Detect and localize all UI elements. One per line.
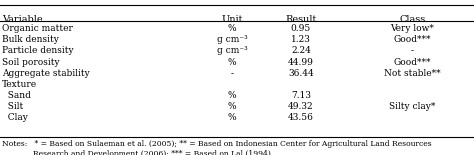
Text: Organic matter: Organic matter	[2, 24, 73, 33]
Text: Clay: Clay	[2, 113, 28, 122]
Text: Silty clay*: Silty clay*	[389, 102, 436, 111]
Text: Good***: Good***	[393, 58, 431, 66]
Text: Research and Development (2006); *** = Based on Lal (1994): Research and Development (2006); *** = B…	[2, 150, 271, 155]
Text: Notes:   * = Based on Sulaeman et al. (2005); ** = Based on Indonesian Center fo: Notes: * = Based on Sulaeman et al. (200…	[2, 140, 432, 148]
Text: Result: Result	[285, 16, 317, 24]
Text: Good***: Good***	[393, 35, 431, 44]
Text: Sand: Sand	[2, 91, 31, 100]
Text: Soil porosity: Soil porosity	[2, 58, 60, 66]
Text: Silt: Silt	[2, 102, 24, 111]
Text: %: %	[228, 58, 237, 66]
Text: -: -	[411, 46, 414, 55]
Text: 7.13: 7.13	[291, 91, 311, 100]
Text: %: %	[228, 102, 237, 111]
Text: %: %	[228, 91, 237, 100]
Text: 36.44: 36.44	[288, 69, 314, 78]
Text: Unit: Unit	[221, 16, 243, 24]
Text: Class: Class	[399, 16, 426, 24]
Text: %: %	[228, 113, 237, 122]
Text: %: %	[228, 24, 237, 33]
Text: 43.56: 43.56	[288, 113, 314, 122]
Text: 49.32: 49.32	[288, 102, 314, 111]
Text: Aggregate stability: Aggregate stability	[2, 69, 90, 78]
Text: Bulk density: Bulk density	[2, 35, 59, 44]
Text: 44.99: 44.99	[288, 58, 314, 66]
Text: Particle density: Particle density	[2, 46, 74, 55]
Text: Variable: Variable	[2, 16, 43, 24]
Text: Very low*: Very low*	[391, 24, 434, 33]
Text: g cm⁻³: g cm⁻³	[217, 46, 247, 55]
Text: 1.23: 1.23	[291, 35, 311, 44]
Text: 0.95: 0.95	[291, 24, 311, 33]
Text: Texture: Texture	[2, 80, 37, 89]
Text: -: -	[231, 69, 234, 78]
Text: Not stable**: Not stable**	[384, 69, 441, 78]
Text: g cm⁻³: g cm⁻³	[217, 35, 247, 44]
Text: 2.24: 2.24	[291, 46, 311, 55]
